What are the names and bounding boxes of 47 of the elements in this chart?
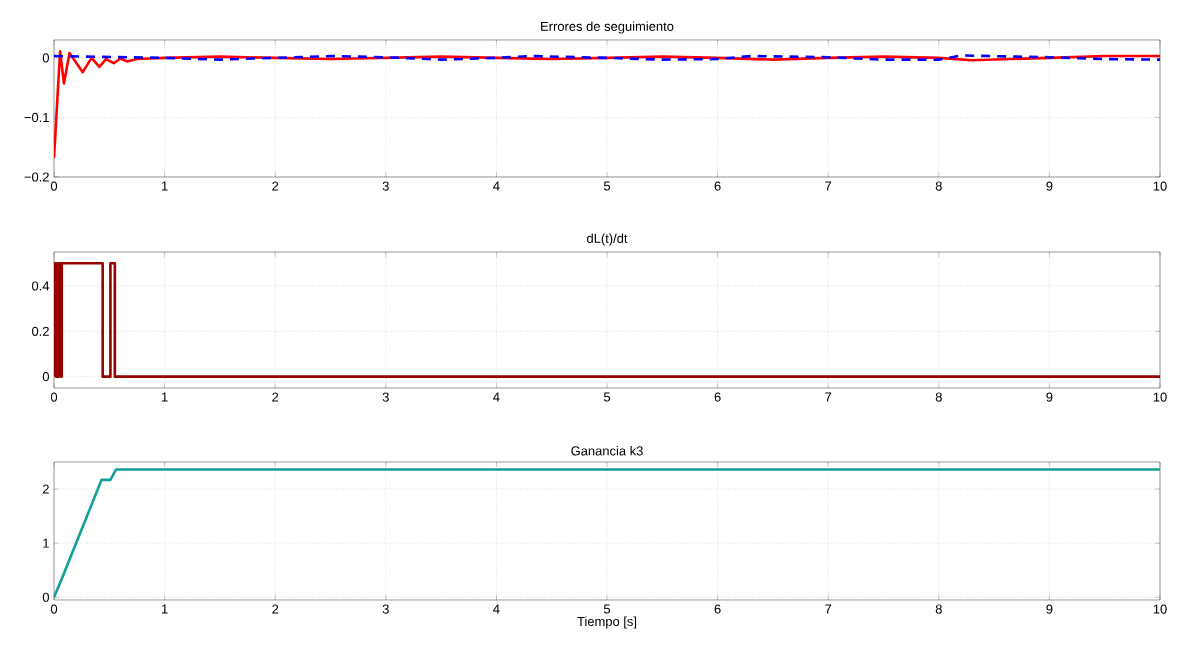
x-tick-label: 3 bbox=[382, 392, 389, 402]
x-tick-label: 10 bbox=[1153, 604, 1167, 614]
x-tick-label: 1 bbox=[161, 604, 168, 614]
x-tick-label: 8 bbox=[935, 392, 942, 402]
chart-title: Errores de seguimiento bbox=[541, 21, 674, 34]
y-tick-label: 1 bbox=[43, 538, 49, 548]
x-tick-label: 9 bbox=[1046, 604, 1053, 614]
x-tick-label: 5 bbox=[603, 181, 611, 191]
x-tick-label: 7 bbox=[825, 604, 832, 614]
x-tick-label: 7 bbox=[825, 392, 832, 402]
x-tick-label: 8 bbox=[935, 604, 942, 614]
x-tick-label: 6 bbox=[714, 181, 721, 191]
x-tick-label: 8 bbox=[935, 181, 942, 191]
x-tick-label: 0 bbox=[50, 181, 58, 191]
x-tick-label: 2 bbox=[272, 604, 279, 614]
y-tick-label: 0.4 bbox=[31, 281, 50, 291]
x-tick-label: 4 bbox=[493, 181, 500, 191]
x-tick-label: 10 bbox=[1153, 392, 1167, 402]
y-tick-label: 0 bbox=[42, 53, 49, 63]
x-tick-label: 10 bbox=[1153, 181, 1167, 191]
x-tick-label: 2 bbox=[272, 181, 279, 191]
x-tick-label: 6 bbox=[714, 604, 721, 614]
chart-title: dL(t)/dt bbox=[587, 233, 628, 246]
line-series bbox=[54, 468, 1160, 599]
y-tick-label: −0.2 bbox=[24, 172, 49, 182]
y-tick-label: 0 bbox=[42, 592, 49, 602]
x-tick-label: 0 bbox=[50, 604, 58, 614]
x-tick-label: 1 bbox=[161, 392, 168, 402]
x-tick-label: 2 bbox=[272, 392, 279, 402]
y-tick-label: 0.2 bbox=[31, 326, 49, 336]
x-tick-label: 5 bbox=[603, 392, 611, 402]
x-tick-label: 3 bbox=[382, 604, 389, 614]
y-tick-label: 2 bbox=[42, 484, 49, 494]
x-tick-label: 9 bbox=[1046, 392, 1053, 402]
x-tick-label: 4 bbox=[493, 392, 500, 402]
y-tick-label: −0.1 bbox=[24, 112, 49, 122]
x-tick-label: 1 bbox=[161, 181, 168, 191]
x-tick-label: 0 bbox=[50, 392, 58, 402]
x-tick-label: 7 bbox=[825, 181, 832, 191]
x-tick-label: 3 bbox=[382, 181, 389, 191]
chart-title: Ganancia k3 bbox=[571, 445, 643, 456]
x-axis-title: Tiempo [s] bbox=[577, 616, 637, 629]
x-tick-label: 4 bbox=[493, 604, 500, 614]
x-tick-label: 5 bbox=[603, 604, 611, 614]
y-tick-label: 0 bbox=[42, 372, 49, 382]
x-tick-label: 9 bbox=[1046, 181, 1053, 191]
x-tick-label: 6 bbox=[714, 392, 721, 402]
